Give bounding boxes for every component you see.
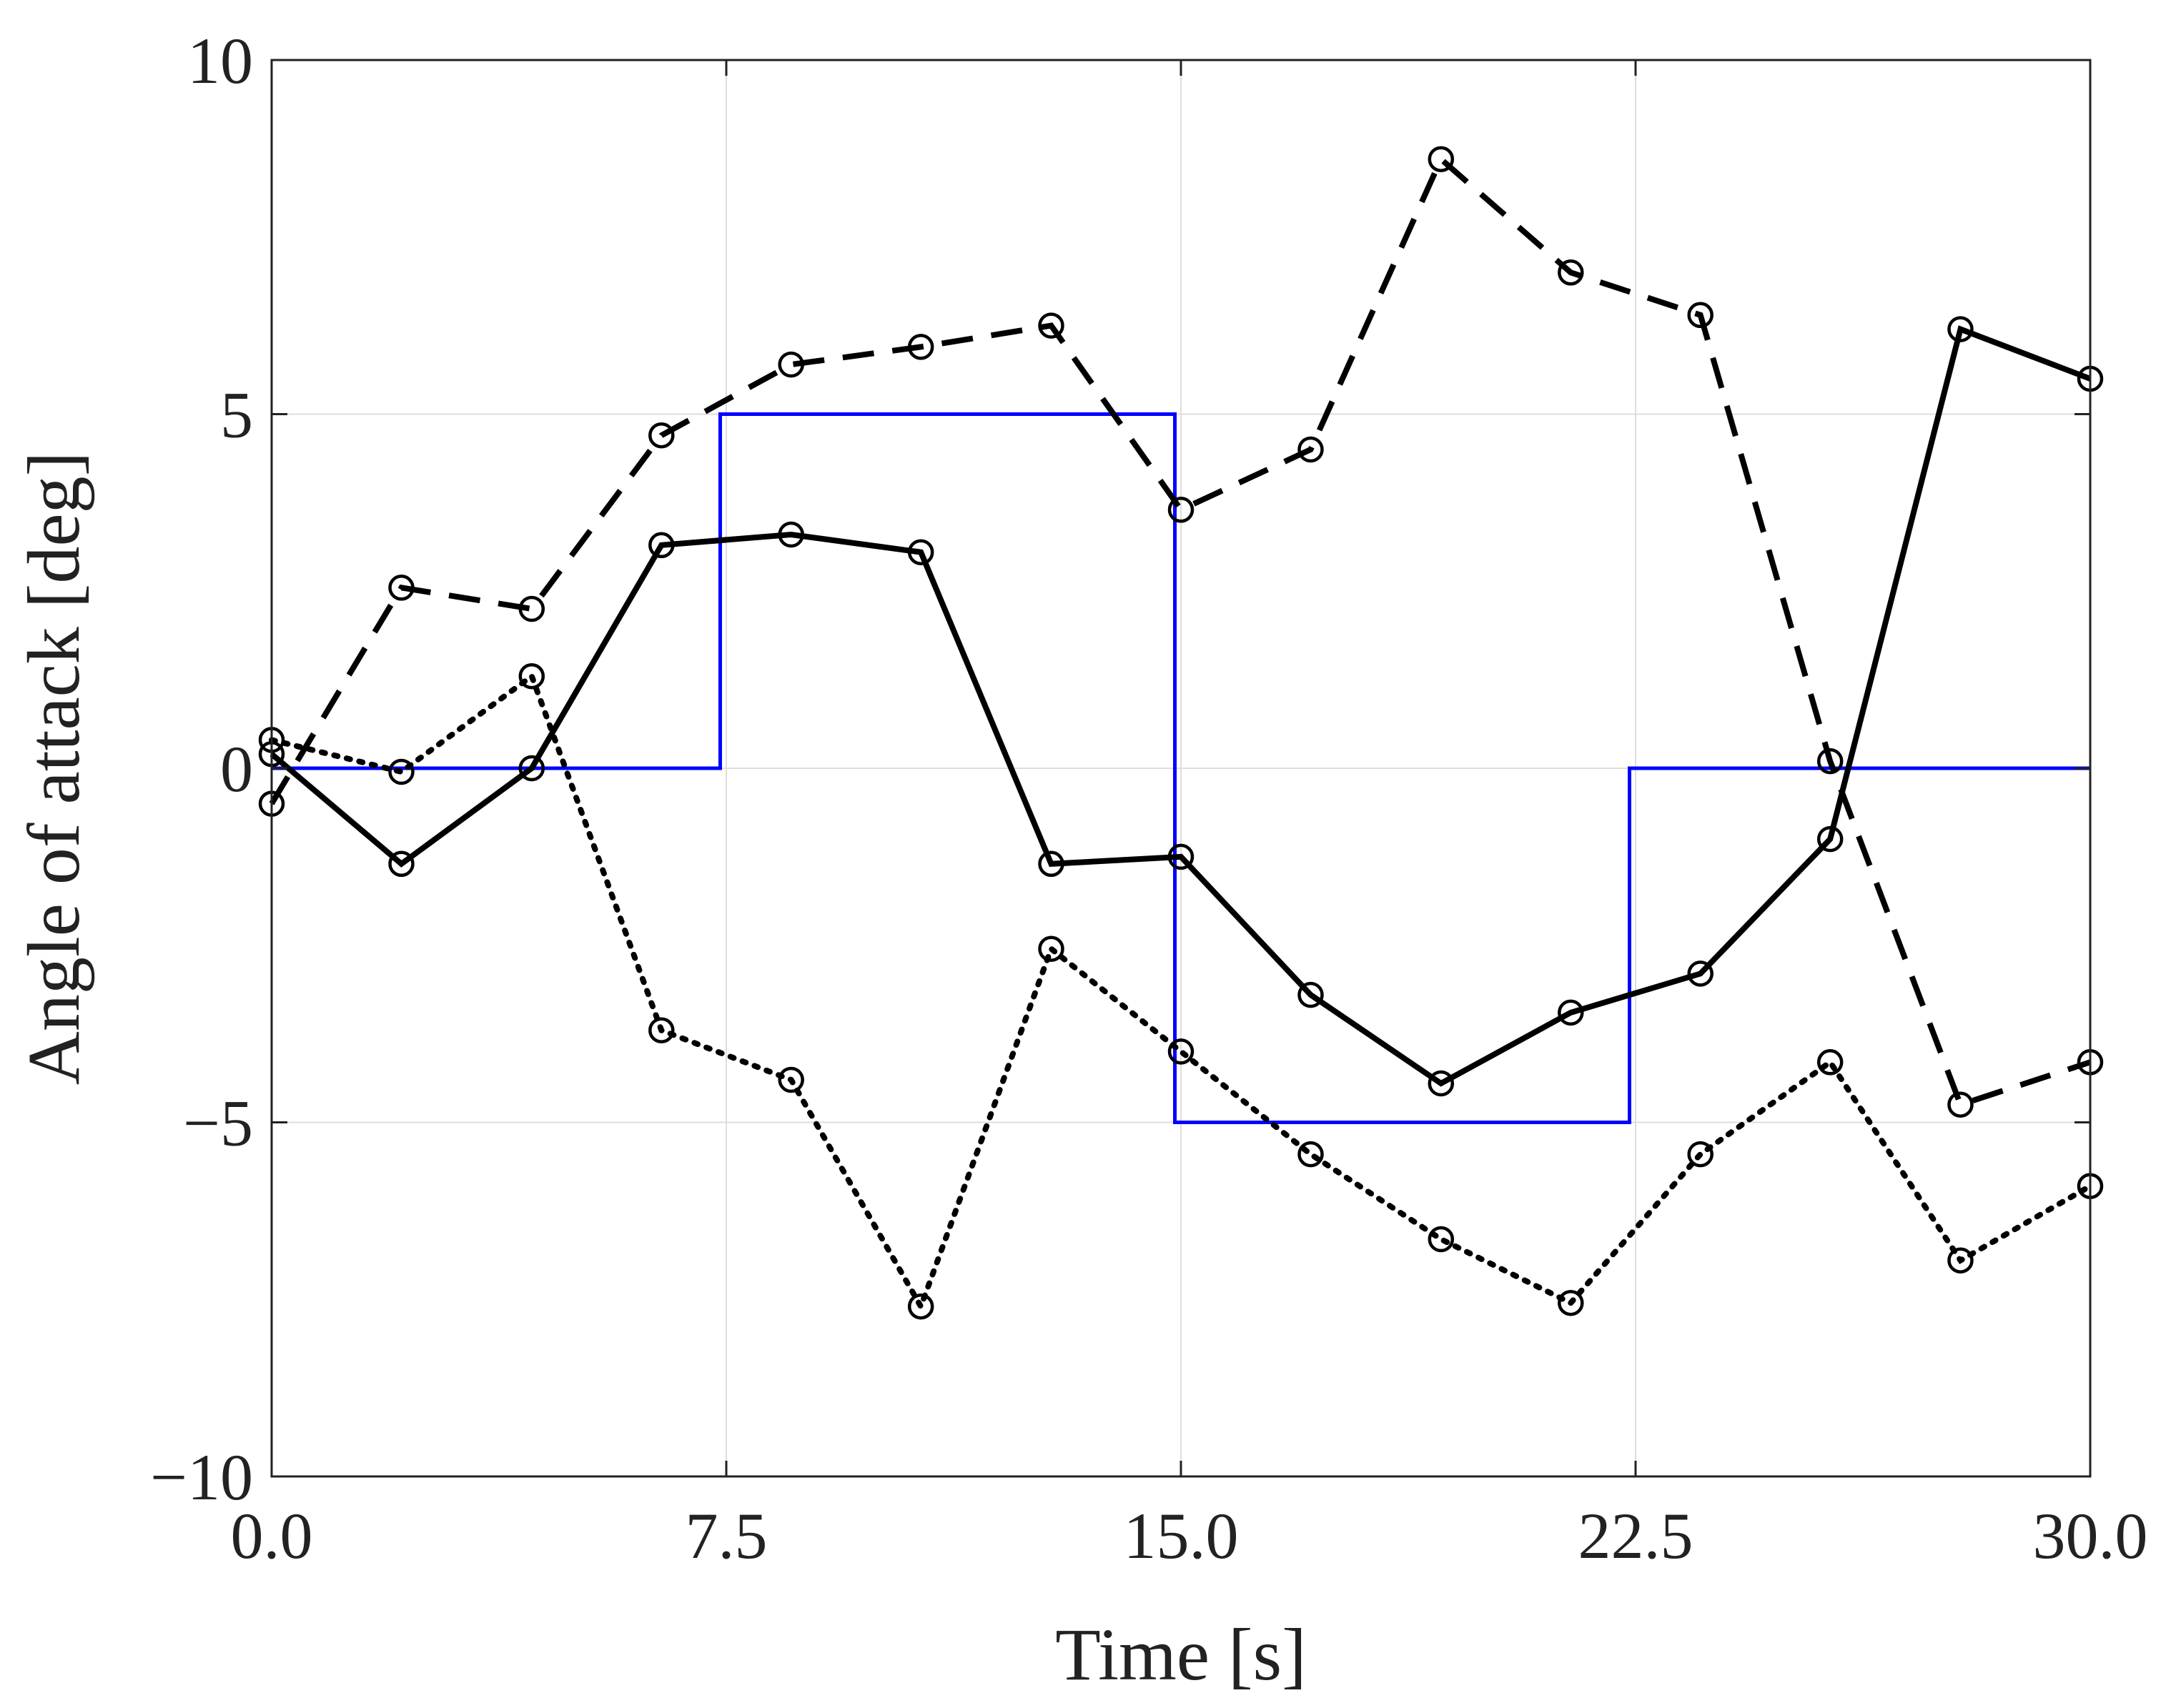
series-line-dotted	[269, 671, 2093, 1314]
series-point-dashed	[778, 351, 804, 378]
series-point-dashed	[1297, 436, 1324, 463]
series-point-dashed	[1687, 302, 1713, 329]
y-tick-label: −5	[183, 1087, 253, 1160]
series-point-dotted	[1947, 1247, 1974, 1273]
y-tick-label: −10	[150, 1441, 253, 1514]
y-tick-label: 5	[220, 379, 253, 452]
series-point-dotted	[1816, 1049, 1844, 1076]
series-point-solid	[1687, 960, 1713, 987]
x-tick-label: 7.5	[686, 1499, 768, 1572]
series-point-dashed	[1816, 748, 1844, 775]
series-point-dotted	[1558, 1289, 1584, 1316]
series-point-dotted	[907, 1293, 934, 1320]
series-point-dashed	[1947, 1091, 1974, 1118]
x-tick-label: 22.5	[1578, 1499, 1693, 1572]
series-point-dashed	[1428, 146, 1455, 172]
series-point-dashed	[648, 422, 675, 449]
series-point-dotted	[1428, 1226, 1455, 1253]
series-point-solid	[1558, 999, 1584, 1026]
series-point-solid	[1038, 850, 1064, 878]
series-point-dotted	[648, 1017, 675, 1043]
y-tick-label: 0	[220, 733, 253, 805]
series-point-solid	[1428, 1070, 1455, 1097]
series-point-dotted	[1687, 1141, 1713, 1168]
series-line-dashed	[269, 154, 2092, 1108]
series-point-solid	[518, 755, 545, 782]
series-point-dotted	[1038, 935, 1064, 962]
series-point-dashed	[1038, 312, 1064, 339]
y-tick-label: 10	[187, 24, 253, 97]
series-point-dashed	[518, 595, 545, 622]
series-point-dashed	[907, 334, 934, 360]
x-tick-label: 0.0	[231, 1499, 313, 1572]
series-layer	[258, 146, 2104, 1320]
series-point-dotted	[1167, 1038, 1195, 1065]
series-point-dashed	[1558, 259, 1584, 286]
series-point-solid	[388, 850, 415, 878]
tick-layer: 0.0 7.5 15.0 22.5 30.0 −10 −5 0 5 10	[150, 24, 2147, 1572]
series-point-solid	[1816, 825, 1844, 853]
series-point-solid	[648, 532, 675, 559]
series-point-dotted	[388, 758, 415, 785]
series-point-solid	[778, 521, 804, 548]
series-point-solid	[1947, 316, 1974, 342]
x-tick-label: 30.0	[2033, 1499, 2148, 1572]
series-point-solid	[1297, 981, 1324, 1008]
series-point-dotted	[778, 1066, 804, 1093]
series-point-dotted	[518, 662, 545, 690]
y-axis-label: Angle of attack [deg]	[13, 452, 95, 1086]
series-line-reference	[272, 412, 2090, 1124]
series-point-dotted	[1297, 1141, 1324, 1168]
series-point-solid	[1167, 843, 1195, 870]
series-point-solid	[907, 539, 934, 565]
series-point-dashed	[1167, 497, 1195, 523]
series-point-dashed	[388, 575, 415, 601]
series-line-solid	[269, 325, 2092, 1087]
x-tick-label: 15.0	[1124, 1499, 1239, 1572]
x-axis-label: Time [s]	[1055, 1614, 1307, 1696]
